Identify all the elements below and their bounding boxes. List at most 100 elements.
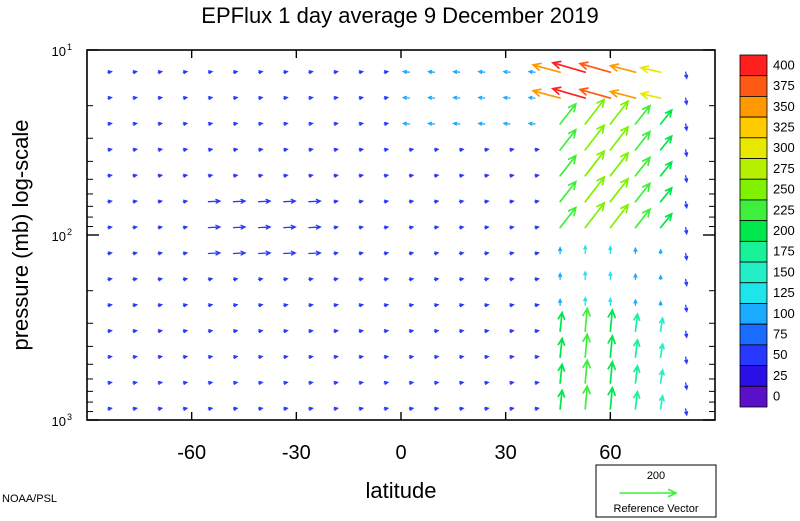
- flux-vector: [578, 61, 612, 74]
- flux-vector: [308, 173, 314, 178]
- colorbar-swatch: [739, 365, 768, 387]
- colorbar-label: 150: [773, 264, 795, 279]
- flux-vector: [608, 89, 637, 99]
- colorbar-label: 250: [773, 182, 795, 197]
- flux-vector: [684, 382, 689, 391]
- flux-vector: [534, 173, 540, 178]
- flux-vector: [383, 354, 390, 360]
- x-axis: -60 -30 0 30 60: [177, 50, 621, 464]
- colorbar-swatch: [739, 199, 768, 222]
- flux-vector: [607, 385, 616, 410]
- flux-vector: [557, 310, 566, 333]
- flux-vector: [182, 121, 189, 126]
- flux-vector: [408, 225, 415, 230]
- flux-vector: [207, 277, 214, 282]
- flux-vector: [333, 147, 339, 152]
- flux-vector: [684, 149, 689, 158]
- flux-vector: [182, 354, 189, 360]
- flux-vector: [283, 173, 289, 178]
- flux-vector: [608, 271, 613, 281]
- colorbar-label: 325: [773, 119, 795, 134]
- flux-vector: [308, 303, 314, 308]
- flux-vector: [458, 380, 465, 385]
- flux-vector: [458, 225, 465, 230]
- y-axis-label: pressure (mb) log-scale: [8, 119, 33, 350]
- colorbar-label: 50: [773, 347, 787, 362]
- flux-vector: [207, 406, 214, 411]
- colorbar-label: 200: [773, 223, 795, 238]
- flux-vector: [157, 277, 164, 282]
- colorbar-label: 125: [773, 285, 795, 300]
- colorbar-swatch: [739, 220, 768, 242]
- flux-vector: [383, 251, 390, 256]
- flux-vector: [633, 364, 641, 384]
- flux-vector: [584, 201, 606, 229]
- flux-vector: [358, 95, 365, 101]
- flux-vector: [207, 250, 222, 256]
- flux-vector: [333, 225, 339, 230]
- flux-vector: [207, 121, 214, 126]
- flux-vector: [258, 406, 264, 411]
- flux-vector: [633, 389, 641, 410]
- flux-vector: [609, 151, 630, 177]
- flux-vector: [308, 277, 314, 282]
- flux-vector: [484, 173, 490, 178]
- flux-vector: [583, 244, 588, 255]
- flux-vector: [333, 251, 339, 256]
- flux-vector: [458, 406, 465, 411]
- flux-vector: [232, 303, 239, 308]
- flux-vector: [509, 329, 515, 334]
- flux-vector: [452, 95, 461, 100]
- flux-vector: [582, 306, 591, 333]
- flux-vector: [527, 95, 536, 100]
- flux-vector: [484, 303, 490, 308]
- flux-vector: [509, 277, 515, 282]
- flux-vector: [633, 272, 638, 281]
- flux-vector: [333, 380, 339, 385]
- flux-vector: [502, 121, 511, 126]
- colorbar-label: 375: [773, 78, 795, 93]
- flux-vector: [684, 97, 689, 106]
- flux-vector: [408, 147, 415, 152]
- colorbar-swatch: [739, 282, 768, 304]
- flux-vector: [633, 338, 641, 358]
- flux-vector: [232, 173, 239, 178]
- flux-vector: [182, 225, 189, 230]
- colorbar-swatch: [739, 385, 768, 408]
- flux-vector: [534, 303, 540, 308]
- flux-vector: [383, 406, 390, 411]
- flux-vector: [157, 380, 164, 385]
- flux-vector: [283, 147, 289, 152]
- flux-vector: [633, 246, 638, 255]
- flux-vector: [132, 199, 139, 204]
- flux-vector: [207, 354, 214, 360]
- flux-vector: [358, 277, 365, 282]
- flux-vector: [458, 354, 465, 360]
- flux-vector: [333, 406, 339, 411]
- x-tick-label: 60: [599, 442, 621, 464]
- flux-vector: [333, 199, 339, 204]
- flux-vector: [157, 329, 164, 334]
- flux-vector: [559, 128, 577, 151]
- flux-vector: [132, 251, 139, 256]
- flux-vector: [107, 380, 113, 385]
- flux-vector: [427, 69, 436, 74]
- flux-vector: [458, 303, 465, 308]
- flux-vector: [433, 277, 440, 282]
- flux-vector: [232, 121, 239, 126]
- flux-vector: [207, 303, 214, 308]
- flux-vector: [308, 329, 314, 334]
- flux-vector: [582, 358, 591, 384]
- flux-vector: [531, 88, 561, 99]
- colorbar-label: 25: [773, 368, 787, 383]
- flux-vector: [684, 201, 689, 210]
- flux-vector: [182, 95, 189, 101]
- flux-vector: [458, 251, 465, 256]
- flux-vector: [232, 406, 239, 411]
- flux-vector: [684, 304, 689, 313]
- flux-vector: [182, 380, 189, 385]
- flux-vector: [559, 154, 577, 177]
- flux-vector: [584, 149, 606, 177]
- colorbar-label: 350: [773, 99, 795, 114]
